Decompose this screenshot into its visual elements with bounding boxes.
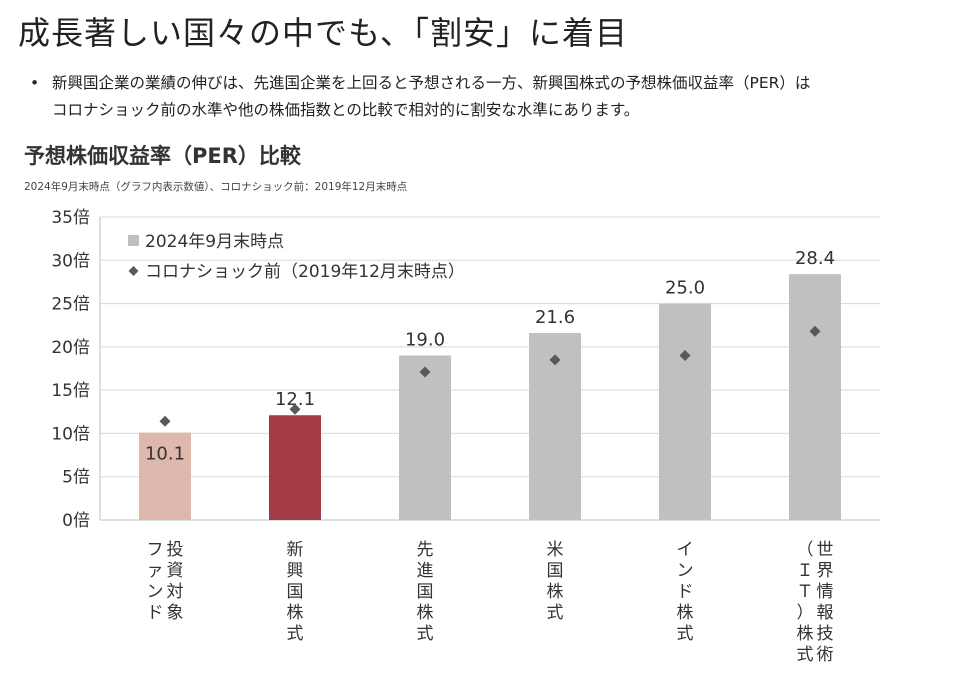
diamond-marker (549, 354, 561, 366)
legend-series-1: 2024年9月末時点 (145, 232, 284, 252)
x-tick-label-char: 情 (817, 582, 834, 602)
diamond-marker (809, 325, 821, 337)
x-tick-label-char: Ｔ (797, 582, 814, 602)
x-tick-label-char: ド (147, 603, 164, 623)
bullet-line-1: 新興国企業の業績の伸びは、先進国企業を上回ると予想される一方、新興国株式の予想株… (52, 74, 811, 92)
x-tick-label-char: 式 (797, 645, 814, 665)
x-tick-label-char: 米 (547, 540, 564, 560)
x-tick-label-char: 新 (287, 540, 304, 560)
x-tick-label-char: 界 (817, 561, 834, 581)
x-tick-label-char: 国 (287, 582, 304, 602)
y-tick-label: 25倍 (51, 295, 90, 315)
x-tick-label-char: ン (147, 582, 164, 602)
x-tick-label-char: 式 (417, 624, 434, 644)
diamond-marker (419, 366, 431, 378)
x-tick-label-char: 術 (817, 645, 834, 665)
data-label: 21.6 (535, 307, 575, 328)
x-tick-label-char: 株 (677, 603, 694, 623)
x-tick-label-char: 式 (547, 603, 564, 623)
x-tick-label-char: 技 (817, 624, 834, 644)
x-tick-label-char: 対 (167, 582, 184, 602)
bullet-text: • 新興国企業の業績の伸びは、先進国企業を上回ると予想される一方、新興国株式の予… (30, 70, 950, 124)
y-tick-label: 5倍 (62, 468, 90, 488)
x-tick-label-char: 国 (417, 582, 434, 602)
x-tick-label-char: 投 (167, 540, 184, 560)
data-label: 19.0 (405, 330, 445, 351)
data-label: 28.4 (795, 248, 835, 269)
x-tick-label-char: ァ (147, 561, 164, 581)
x-tick-label-char: 式 (677, 624, 694, 644)
diamond-marker (159, 415, 171, 427)
data-label: 25.0 (665, 278, 705, 299)
x-tick-label-char: ） (797, 603, 814, 623)
legend-diamond-marker (128, 266, 139, 276)
x-tick-label-char: 株 (797, 624, 814, 644)
chart-note: 2024年9月末時点（グラフ内表示数値）、コロナショック前：2019年12月末時… (24, 181, 408, 193)
data-label: 10.1 (145, 444, 185, 465)
data-label: 12.1 (275, 389, 315, 410)
chart-title: 予想株価収益率（PER）比較 (24, 144, 301, 168)
x-tick-label-char: フ (147, 540, 164, 560)
x-tick-label-char: （ (797, 540, 814, 560)
bar (659, 303, 711, 520)
x-tick-label-char: 世 (817, 540, 834, 560)
x-tick-label-char: 国 (547, 561, 564, 581)
x-tick-label-char: ド (677, 582, 694, 602)
page-title: 成長著しい国々の中でも、「割安」に着目 (18, 14, 629, 52)
y-tick-label: 30倍 (51, 251, 90, 271)
x-tick-label-char: 株 (547, 582, 564, 602)
bar (269, 415, 321, 520)
x-tick-label-char: Ｉ (797, 561, 814, 581)
y-tick-label: 35倍 (51, 208, 90, 228)
bar (789, 274, 841, 520)
bar (399, 355, 451, 520)
bar (139, 432, 191, 520)
legend-square-marker (128, 235, 139, 246)
y-tick-label: 10倍 (51, 424, 90, 444)
x-tick-label-char: 報 (817, 603, 834, 623)
x-tick-label-char: 象 (167, 603, 184, 623)
x-tick-label-char: ン (677, 561, 694, 581)
y-tick-label: 15倍 (51, 381, 90, 401)
diamond-marker (289, 403, 301, 415)
y-tick-label: 0倍 (62, 511, 90, 531)
x-tick-label-char: 先 (417, 540, 434, 560)
legend-series-2: コロナショック前（2019年12月末時点） (145, 262, 465, 282)
x-tick-label-char: 株 (417, 603, 434, 623)
x-tick-label-char: 株 (287, 603, 304, 623)
x-tick-label-char: 興 (287, 561, 304, 581)
x-tick-label-char: 進 (417, 561, 434, 581)
bullet-mark: • (30, 74, 40, 92)
bullet-line-2: コロナショック前の水準や他の株価指数との比較で相対的に割安な水準にあります。 (52, 101, 640, 119)
x-tick-label-char: イ (677, 540, 694, 560)
x-tick-label-char: 資 (167, 561, 184, 581)
diamond-marker (679, 350, 691, 362)
y-tick-label: 20倍 (51, 338, 90, 358)
x-tick-label-char: 式 (287, 624, 304, 644)
